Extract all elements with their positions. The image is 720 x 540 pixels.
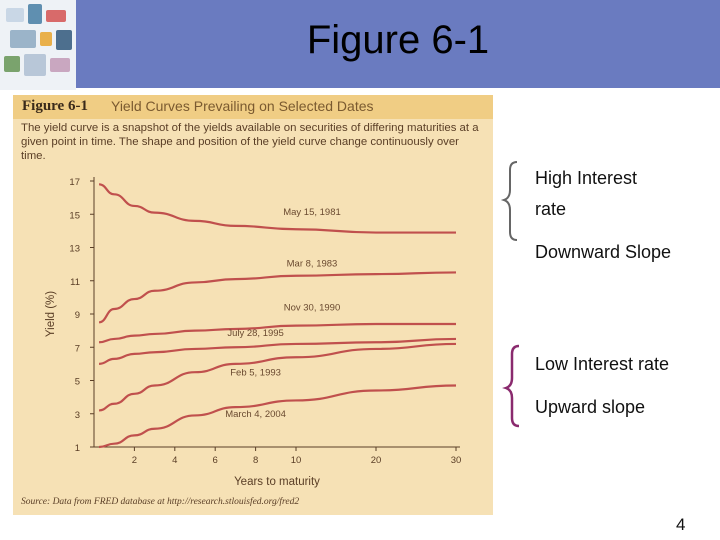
y-tick-label: 17: [69, 177, 80, 188]
y-tick-label: 11: [70, 277, 80, 288]
series-line-4: [98, 337, 457, 365]
y-tick-label: 7: [75, 343, 80, 354]
y-tick-label: 5: [75, 377, 80, 388]
series-line-6: [99, 384, 457, 449]
series-line-2: [98, 271, 457, 324]
annotation-line: High Interest: [535, 168, 638, 188]
slide-title: Figure 6-1: [306, 18, 490, 62]
x-tick-label: 6: [213, 455, 218, 466]
series-label: May 15, 1981: [283, 207, 341, 218]
figure-title: Yield Curves Prevailing on Selected Date…: [111, 98, 374, 114]
series-label: March 4, 2004: [225, 409, 286, 420]
y-axis-label: Yield (%): [45, 291, 57, 337]
annotation-line: Low Interest rate: [535, 354, 670, 374]
figure-caption: The yield curve is a snapshot of the yie…: [21, 122, 479, 162]
series-label: Mar 8, 1983: [287, 258, 338, 269]
series-label: Nov 30, 1990: [284, 302, 341, 313]
x-tick-label: 8: [253, 455, 258, 466]
lower-bracket: [502, 344, 520, 428]
y-tick-label: 3: [75, 410, 80, 421]
x-tick-label: 20: [371, 455, 382, 466]
y-tick-label: 13: [69, 244, 80, 255]
figure-number: Figure 6-1: [22, 98, 88, 114]
annotation-low-interest: Low Interest rate: [535, 349, 669, 380]
x-tick-label: 4: [172, 455, 177, 466]
figure-header: Figure 6-1 Yield Curves Prevailing on Se…: [13, 95, 493, 119]
decorative-thumbnail-image: [0, 0, 76, 90]
annotation-line: Upward slope: [535, 397, 646, 417]
y-tick-label: 9: [75, 310, 80, 321]
x-axis-label: Years to maturity: [234, 476, 320, 488]
annotation-line: rate: [535, 199, 567, 219]
slide-header: Figure 6-1: [0, 0, 720, 90]
annotation-downward-slope: Downward Slope: [535, 237, 671, 268]
page-number: 4: [676, 515, 686, 534]
annotation-line: Downward Slope: [535, 242, 672, 262]
y-tick-label: 1: [75, 443, 80, 454]
figure-panel: Figure 6-1 Yield Curves Prevailing on Se…: [13, 95, 493, 515]
x-tick-label: 30: [451, 455, 462, 466]
annotation-high-interest: High Interest rate: [535, 163, 637, 225]
series-line-3: [99, 322, 456, 344]
y-tick-label: 15: [69, 210, 80, 221]
figure-source: Source: Data from FRED database at http:…: [21, 497, 300, 507]
title-bar: Figure 6-1: [76, 0, 720, 88]
series-label: July 28, 1995: [227, 328, 284, 339]
annotation-upward-slope: Upward slope: [535, 392, 645, 423]
upper-bracket: [500, 161, 518, 241]
series-line-5: [98, 342, 457, 412]
series-line-1: [98, 183, 456, 234]
x-tick-label: 10: [291, 455, 302, 466]
series-label: Feb 5, 1993: [230, 368, 281, 379]
x-tick-label: 2: [132, 455, 137, 466]
